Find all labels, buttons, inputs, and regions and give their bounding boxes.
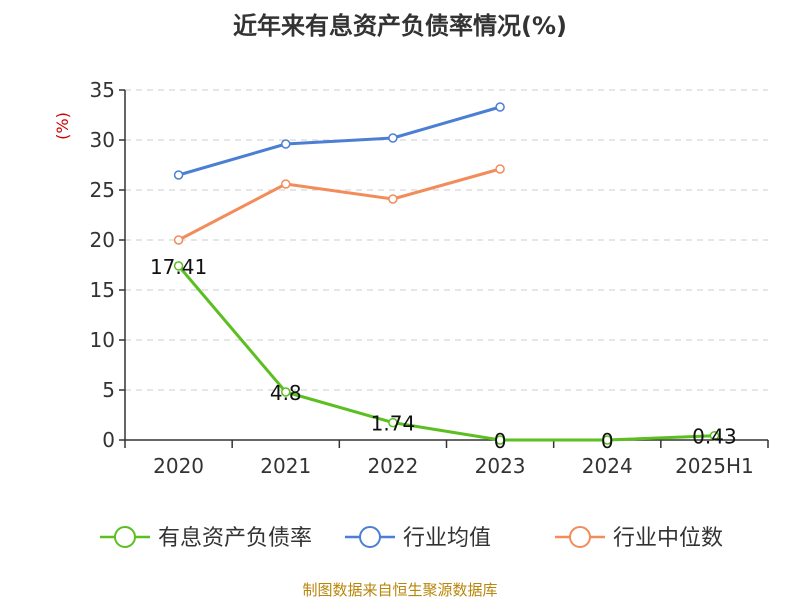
chart-title: 近年来有息资产负债率情况(%) <box>233 12 567 40</box>
y-tick-label: 20 <box>90 228 115 252</box>
axes: 0 5 10 15 20 25 30 35 2020 2021 2022 2023 2024 2025H1 <box>90 78 769 478</box>
legend-label: 行业中位数 <box>613 526 723 551</box>
data-point <box>173 170 184 180</box>
x-tick-label: 2020 <box>153 454 204 478</box>
y-axis-label: (%) <box>53 112 72 140</box>
data-point <box>281 179 291 189</box>
x-tick-label: 2022 <box>367 454 418 478</box>
data-label: 17.41 <box>150 255 207 279</box>
data-point <box>709 430 720 441</box>
y-tick-label: 10 <box>90 328 115 352</box>
x-tick-label: 2023 <box>475 454 526 478</box>
x-tick-label: 2021 <box>260 454 311 478</box>
legend-marker <box>359 526 381 548</box>
series-line-2 <box>177 167 501 242</box>
y-tick-label: 25 <box>90 178 115 202</box>
series-line-1 <box>178 105 501 177</box>
data-labels: 17.41 4.8 1.74 0 0 0.43 <box>150 255 737 453</box>
legend-label: 有息资产负债率 <box>158 526 312 551</box>
y-tick-label: 15 <box>90 278 115 302</box>
data-point <box>388 417 398 428</box>
data-point <box>281 139 291 149</box>
legend-marker <box>114 526 136 548</box>
data-point <box>388 194 398 204</box>
series-lines <box>173 102 720 445</box>
series-line-0 <box>177 264 715 442</box>
legend-marker <box>569 526 591 548</box>
data-label: 0 <box>601 429 614 453</box>
data-point <box>173 235 184 245</box>
x-tick-label: 2025H1 <box>675 454 754 478</box>
y-tick-label: 0 <box>102 428 115 452</box>
data-point <box>173 261 184 271</box>
data-point <box>495 102 505 112</box>
data-point <box>281 387 291 397</box>
legend: 有息资产负债率 行业均值 行业中位数 <box>100 526 723 551</box>
y-tick-label: 5 <box>102 378 115 402</box>
x-tick-label: 2024 <box>582 454 633 478</box>
legend-label: 行业均值 <box>403 526 491 551</box>
source-note: 制图数据来自恒生聚源数据库 <box>302 581 498 599</box>
data-point <box>388 133 398 143</box>
y-tick-label: 35 <box>90 78 115 102</box>
grid-lines <box>125 89 768 391</box>
data-label: 0.43 <box>692 425 737 449</box>
data-point <box>495 435 505 445</box>
data-point <box>602 435 612 445</box>
data-label: 4.8 <box>270 381 302 405</box>
data-label: 1.74 <box>371 412 416 436</box>
data-label: 0 <box>494 429 507 453</box>
data-point <box>495 164 505 174</box>
y-tick-label: 30 <box>90 128 115 152</box>
